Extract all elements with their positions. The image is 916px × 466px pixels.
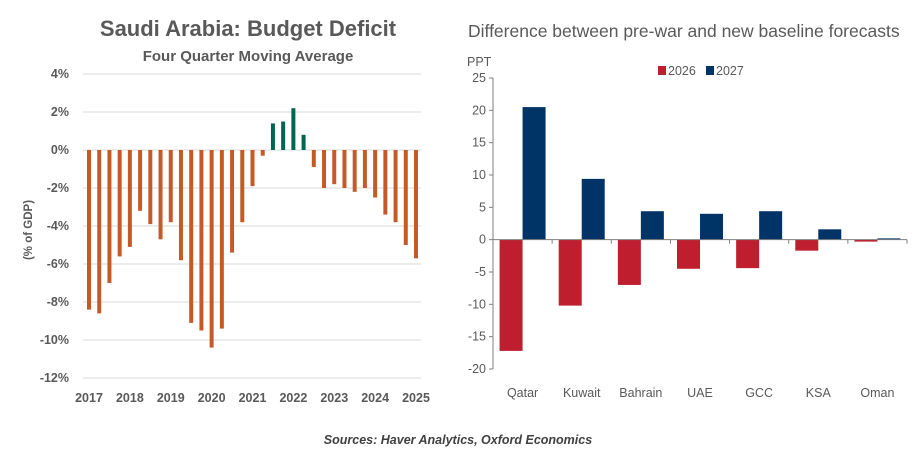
bar [281,121,286,150]
y-tick-label: 0% [51,143,69,157]
y-tick-label: 20 [472,103,486,117]
x-tick-label: Oman [860,386,894,400]
y-tick-label: -5 [475,265,486,279]
bar [87,150,91,310]
y-tick-label: 15 [472,136,486,150]
bar [414,150,418,259]
x-tick-label: 2020 [198,391,226,405]
x-tick-label: 2019 [157,391,185,405]
y-tick-label: 0 [479,233,486,247]
bar [373,150,378,198]
bar [230,150,235,253]
bar-2026 [854,239,878,242]
bar [199,150,204,331]
bar-2027 [877,238,901,240]
x-tick-label: 2023 [320,391,348,405]
bar [240,150,245,223]
legend-swatch [658,66,666,75]
legend-label: 2027 [716,64,744,78]
y-tick-label: -10% [40,333,69,347]
x-tick-label: 2021 [239,391,267,405]
bar [158,150,163,240]
bar-2027 [818,229,842,240]
y-tick-label: -6% [47,257,69,271]
bar [332,150,337,185]
y-tick-label: 10 [472,168,486,182]
y-tick-label: -8% [47,295,69,309]
right-y-axis-label: PPT [467,55,492,69]
bar [301,134,306,150]
x-tick-label: Kuwait [563,386,601,400]
left-chart-title: Saudi Arabia: Budget Deficit [100,16,397,41]
bar-2027 [522,107,546,240]
bar [311,150,316,168]
bar [342,150,347,188]
legend-swatch [706,66,714,75]
y-tick-label: -15 [468,330,486,344]
y-tick-label: -20 [468,362,486,376]
bar-2027 [759,211,783,240]
bar [403,150,408,245]
x-tick-label: UAE [687,386,713,400]
x-tick-label: Bahrain [619,386,662,400]
left-chart-subtitle: Four Quarter Moving Average [143,48,354,65]
bar [219,150,224,329]
bar [189,150,194,323]
bar-2026 [617,239,641,285]
bar [117,150,122,257]
x-tick-label: 2022 [279,391,307,405]
x-tick-label: Qatar [507,386,538,400]
y-tick-label: 5 [479,200,486,214]
bar-2026 [795,239,819,251]
bar [362,150,367,188]
right-chart-title: Difference between pre-war and new basel… [468,21,900,41]
bar [107,150,112,283]
y-tick-label: 25 [472,71,486,85]
y-tick-label: -10 [468,297,486,311]
bar [260,150,265,156]
sources-note: Sources: Haver Analytics, Oxford Economi… [324,433,592,447]
bar [393,150,398,223]
bar [270,123,275,150]
bar [383,150,388,215]
x-tick-label: 2018 [116,391,144,405]
bar [97,150,102,314]
bar [127,150,132,247]
bar [250,150,255,187]
bar [209,150,214,348]
bar [178,150,183,261]
bar [138,150,143,211]
y-tick-label: 4% [51,67,69,81]
x-tick-label: GCC [745,386,773,400]
bar-2027 [700,213,723,240]
bar-2026 [736,239,760,269]
bar-2026 [499,239,523,351]
y-tick-label: -2% [47,181,69,195]
bar-2026 [558,239,582,306]
x-tick-label: 2024 [361,391,389,405]
x-tick-label: 2025 [402,391,430,405]
x-tick-label: 2017 [75,391,103,405]
bar-2027 [581,178,605,240]
legend-label: 2026 [668,64,696,78]
bar-2026 [677,239,700,269]
bar-2027 [640,211,664,240]
bar [291,108,296,150]
y-tick-label: -12% [40,371,69,385]
bar [352,150,357,192]
y-tick-label: -4% [47,219,69,233]
x-tick-label: KSA [806,386,832,400]
bar [322,150,327,188]
y-tick-label: 2% [51,105,69,119]
left-y-axis-label: (% of GDP) [23,200,35,260]
bar [168,150,173,223]
bar [148,150,153,225]
